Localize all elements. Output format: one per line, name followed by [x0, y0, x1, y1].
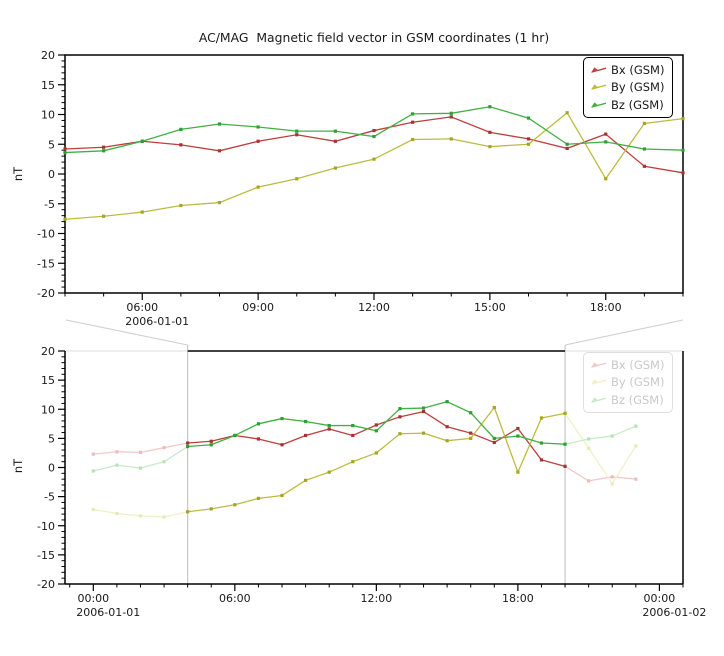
y-axis-label-top: nT [11, 166, 25, 182]
svg-text:-15: -15 [37, 257, 55, 270]
svg-text:06:00: 06:00 [126, 301, 158, 314]
legend-bottom-faded: Bx (GSM) By (GSM) Bz (GSM) [583, 352, 674, 413]
y-axis-label-bottom: nT [11, 458, 25, 474]
svg-text:09:00: 09:00 [242, 301, 274, 314]
svg-text:2006-01-02: 2006-01-02 [642, 606, 706, 619]
by-line-marker-icon [590, 82, 608, 92]
svg-text:12:00: 12:00 [361, 592, 393, 605]
legend-top: Bx (GSM) By (GSM) Bz (GSM) [583, 57, 674, 118]
svg-text:18:00: 18:00 [502, 592, 534, 605]
legend-label-by: By (GSM) [611, 80, 665, 95]
svg-text:-5: -5 [44, 198, 55, 211]
legend-item-bx: Bx (GSM) [590, 61, 664, 79]
svg-text:-10: -10 [37, 228, 55, 241]
svg-text:20: 20 [41, 345, 55, 358]
legend-label-bz-faded: Bz (GSM) [611, 392, 664, 407]
legend-item-bx-faded: Bx (GSM) [590, 356, 664, 374]
svg-text:2006-01-01: 2006-01-01 [76, 606, 140, 619]
svg-text:15:00: 15:00 [474, 301, 506, 314]
svg-text:12:00: 12:00 [358, 301, 390, 314]
by-line-marker-faded-icon [590, 377, 608, 387]
svg-text:0: 0 [48, 168, 55, 181]
svg-text:10: 10 [41, 403, 55, 416]
svg-text:20: 20 [41, 49, 55, 62]
svg-text:-5: -5 [44, 491, 55, 504]
svg-text:10: 10 [41, 109, 55, 122]
svg-text:-10: -10 [37, 520, 55, 533]
chart-title: AC/MAG Magnetic field vector in GSM coor… [198, 30, 550, 45]
legend-item-by: By (GSM) [590, 79, 664, 97]
legend-label-bz: Bz (GSM) [611, 97, 664, 112]
legend-item-by-faded: By (GSM) [590, 374, 664, 392]
svg-text:2006-01-01: 2006-01-01 [125, 315, 189, 328]
svg-text:00:00: 00:00 [644, 592, 676, 605]
svg-text:0: 0 [48, 462, 55, 475]
legend-label-bx-faded: Bx (GSM) [611, 357, 665, 372]
svg-text:15: 15 [41, 79, 55, 92]
svg-text:-20: -20 [37, 578, 55, 591]
svg-text:-20: -20 [37, 287, 55, 300]
bx-line-marker-icon [590, 65, 608, 75]
bx-line-marker-faded-icon [590, 360, 608, 370]
svg-text:-15: -15 [37, 549, 55, 562]
svg-text:5: 5 [48, 432, 55, 445]
svg-text:5: 5 [48, 138, 55, 151]
svg-text:18:00: 18:00 [590, 301, 622, 314]
legend-label-bx: Bx (GSM) [611, 62, 665, 77]
bz-line-marker-icon [590, 100, 608, 110]
svg-text:00:00: 00:00 [77, 592, 109, 605]
legend-item-bz: Bz (GSM) [590, 96, 664, 114]
svg-text:06:00: 06:00 [219, 592, 251, 605]
legend-item-bz-faded: Bz (GSM) [590, 391, 664, 409]
bz-line-marker-faded-icon [590, 395, 608, 405]
svg-text:15: 15 [41, 374, 55, 387]
legend-label-by-faded: By (GSM) [611, 375, 665, 390]
